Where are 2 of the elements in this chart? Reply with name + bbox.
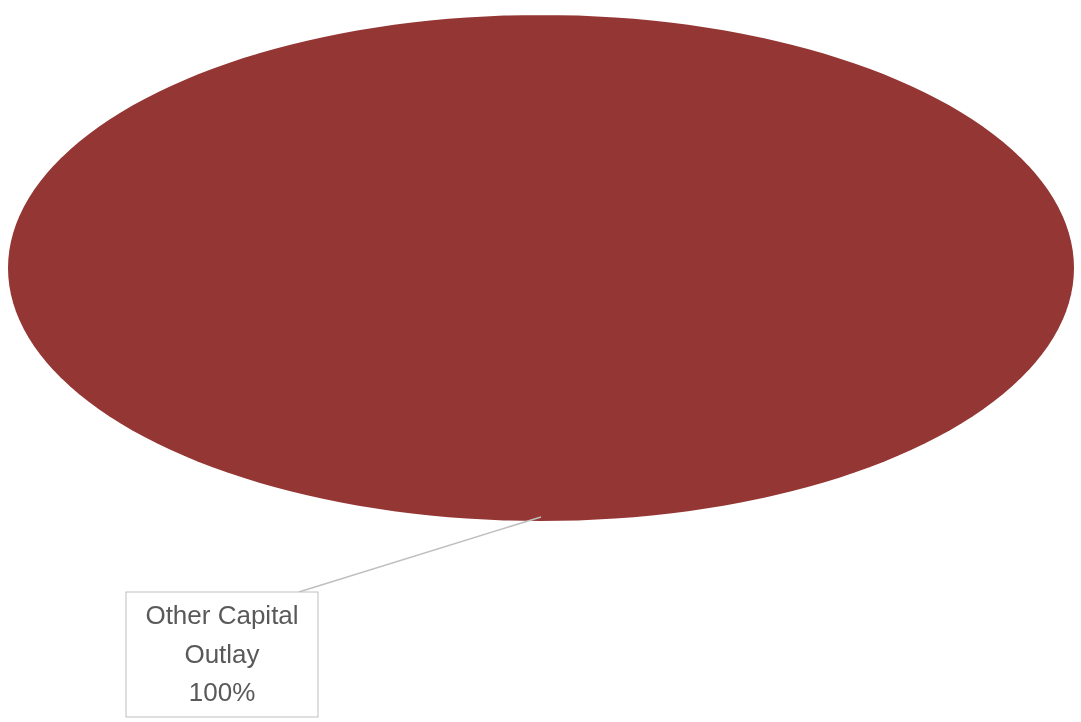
data-label: 100% bbox=[188, 676, 256, 707]
slice-label: Other Capital Outlay bbox=[145, 599, 299, 669]
